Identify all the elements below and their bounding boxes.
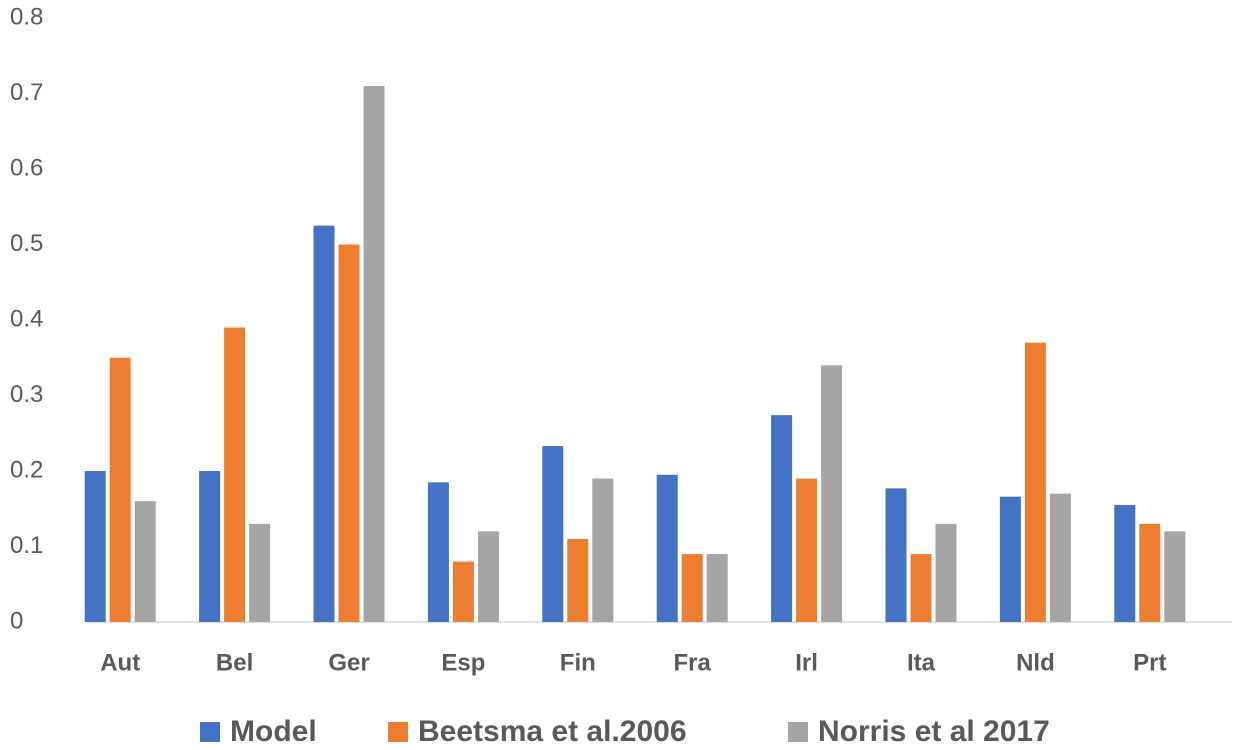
bar (1114, 504, 1136, 622)
bar (1024, 342, 1046, 622)
bar (910, 554, 932, 622)
bar (109, 357, 131, 622)
bar (656, 474, 678, 622)
bar (452, 561, 474, 622)
y-tick-label: 0.2 (10, 456, 43, 483)
legend-label: Beetsma et al.2006 (418, 715, 687, 748)
y-tick-label: 0 (10, 607, 23, 634)
bar (821, 365, 843, 622)
bar (249, 523, 271, 622)
bar (1139, 523, 1161, 622)
y-tick-label: 0.8 (10, 3, 43, 30)
bar (771, 415, 793, 622)
x-tick-label: Fin (560, 649, 596, 676)
bar (224, 327, 246, 622)
bar (477, 531, 499, 622)
y-tick-label: 0.7 (10, 79, 43, 106)
bar (542, 446, 564, 622)
bar (885, 488, 907, 622)
legend-swatch (200, 722, 220, 742)
bar (84, 471, 106, 622)
bar (199, 471, 221, 622)
bar (567, 538, 589, 622)
bar (427, 482, 449, 622)
bar (999, 496, 1021, 622)
x-tick-label: Ger (328, 649, 369, 676)
x-tick-label: Nld (1016, 649, 1055, 676)
bar (313, 225, 335, 622)
y-tick-label: 0.3 (10, 381, 43, 408)
legend-label: Model (230, 715, 317, 748)
x-tick-label: Aut (100, 649, 140, 676)
bar (1164, 531, 1186, 622)
x-tick-label: Fra (674, 649, 712, 676)
bar (134, 501, 156, 622)
bar (681, 554, 703, 622)
bar (935, 523, 957, 622)
bar (338, 244, 360, 622)
bar (1049, 493, 1071, 622)
bar (796, 478, 818, 622)
y-tick-label: 0.4 (10, 305, 43, 332)
y-tick-label: 0.6 (10, 154, 43, 181)
x-tick-label: Prt (1133, 649, 1166, 676)
legend-swatch (388, 722, 408, 742)
bar (592, 478, 614, 622)
x-tick-label: Bel (216, 649, 253, 676)
x-tick-label: Ita (907, 649, 936, 676)
legend-label: Norris et al 2017 (818, 715, 1050, 748)
x-tick-label: Irl (795, 649, 818, 676)
bar (363, 85, 385, 622)
x-tick-label: Esp (441, 649, 485, 676)
bar (706, 554, 728, 622)
y-tick-label: 0.5 (10, 230, 43, 257)
y-tick-label: 0.1 (10, 532, 43, 559)
legend-swatch (788, 722, 808, 742)
